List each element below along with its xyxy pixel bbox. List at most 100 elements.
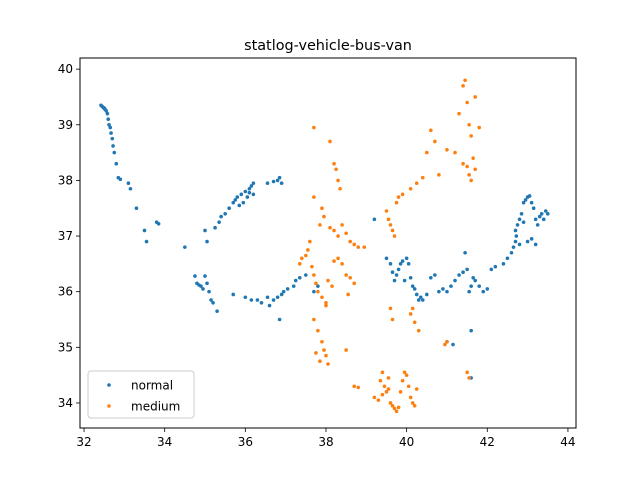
point-medium-80	[396, 195, 401, 199]
point-normal-132	[527, 194, 532, 198]
x-tick-label-42: 42	[480, 435, 495, 449]
point-medium-66	[404, 373, 409, 377]
point-medium-113	[445, 339, 449, 344]
point-medium-7	[320, 206, 324, 211]
point-medium-9	[318, 223, 322, 227]
point-normal-110	[465, 267, 469, 272]
point-normal-94	[412, 287, 417, 291]
point-normal-34	[211, 301, 215, 305]
y-tick-label-35: 35	[58, 340, 73, 354]
point-medium-17	[356, 245, 361, 249]
point-medium-87	[433, 139, 437, 144]
y-tick-label-34: 34	[58, 396, 73, 410]
point-normal-12	[111, 144, 115, 148]
point-normal-145	[517, 242, 522, 247]
point-normal-122	[509, 250, 514, 255]
point-normal-38	[213, 225, 217, 230]
point-normal-84	[392, 278, 397, 283]
point-normal-63	[249, 298, 254, 302]
x-tick-label-44: 44	[560, 435, 575, 449]
chart-title: statlog-vehicle-bus-van	[244, 38, 412, 54]
point-normal-99	[425, 292, 429, 297]
point-medium-53	[378, 378, 383, 383]
point-medium-103	[471, 156, 475, 160]
point-normal-90	[406, 262, 411, 266]
point-normal-64	[255, 298, 260, 302]
point-medium-111	[465, 370, 469, 375]
legend-marker-normal	[107, 383, 111, 387]
point-medium-52	[376, 398, 381, 402]
point-medium-5	[338, 186, 342, 191]
plot-points	[99, 78, 550, 414]
x-tick-label-40: 40	[399, 435, 414, 449]
point-medium-81	[400, 192, 405, 197]
point-normal-24	[183, 245, 187, 249]
point-normal-138	[539, 211, 544, 216]
point-normal-116	[481, 289, 486, 294]
point-medium-99	[461, 161, 465, 166]
point-medium-67	[406, 384, 411, 389]
point-normal-59	[251, 192, 256, 197]
point-normal-55	[271, 179, 276, 184]
point-medium-78	[392, 234, 397, 238]
point-medium-101	[467, 173, 471, 177]
point-medium-56	[384, 390, 389, 394]
point-normal-73	[285, 287, 290, 291]
point-medium-77	[390, 228, 395, 233]
legend-marker-medium	[107, 404, 111, 408]
point-normal-49	[249, 184, 254, 188]
point-normal-149	[451, 342, 455, 347]
point-normal-29	[201, 287, 205, 291]
x-axis: 32 34 36 38 40 42 44	[76, 428, 576, 449]
point-medium-18	[308, 239, 312, 244]
point-medium-12	[336, 234, 340, 238]
point-medium-65	[402, 370, 407, 375]
point-normal-135	[533, 217, 538, 222]
point-medium-8	[322, 214, 326, 219]
point-medium-79	[394, 200, 399, 205]
point-normal-147	[521, 220, 526, 224]
y-tick-label-36: 36	[58, 285, 73, 299]
point-medium-24	[312, 273, 316, 277]
point-normal-5	[104, 109, 109, 113]
point-medium-93	[463, 78, 467, 83]
point-medium-30	[330, 284, 334, 288]
point-medium-20	[304, 253, 308, 258]
point-normal-25	[193, 274, 197, 278]
point-normal-14	[114, 161, 119, 166]
point-medium-61	[394, 409, 399, 414]
point-medium-109	[412, 320, 417, 325]
point-medium-94	[465, 100, 469, 105]
point-normal-85	[394, 273, 399, 277]
point-medium-42	[320, 339, 324, 344]
point-normal-137	[537, 214, 542, 219]
point-medium-73	[386, 387, 391, 391]
point-medium-84	[420, 175, 425, 180]
point-medium-14	[344, 231, 348, 236]
point-normal-125	[514, 234, 519, 238]
point-medium-107	[408, 312, 413, 316]
point-normal-45	[235, 195, 240, 199]
point-medium-33	[340, 262, 344, 266]
point-medium-71	[414, 387, 419, 391]
point-normal-120	[501, 262, 506, 266]
plot-frame	[79, 57, 577, 429]
point-normal-77	[304, 273, 308, 277]
point-medium-76	[388, 223, 393, 227]
y-tick-label-40: 40	[58, 62, 73, 76]
point-normal-91	[402, 278, 407, 283]
point-normal-7	[106, 117, 111, 121]
point-normal-107	[457, 273, 461, 277]
point-medium-37	[346, 292, 350, 297]
point-medium-106	[390, 317, 395, 322]
point-medium-50	[356, 385, 361, 390]
point-normal-19	[134, 206, 139, 211]
point-normal-143	[529, 237, 534, 241]
point-normal-141	[545, 211, 550, 216]
point-medium-105	[388, 306, 393, 311]
point-normal-130	[523, 198, 528, 202]
y-axis: 34 35 36 37 38 39 40	[58, 62, 80, 410]
point-normal-134	[531, 206, 536, 211]
point-medium-16	[352, 242, 357, 247]
point-medium-59	[390, 403, 395, 408]
